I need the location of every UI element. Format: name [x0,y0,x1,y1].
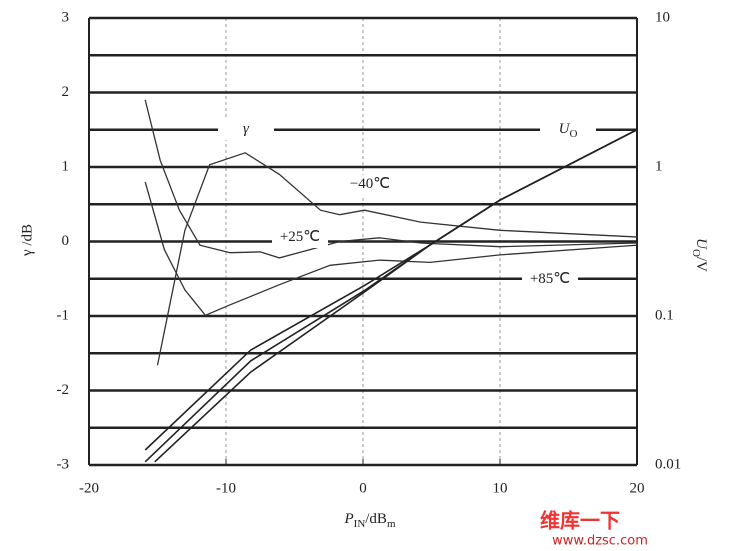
y-tick-label: 3 [62,9,70,25]
label-bg [522,270,578,290]
x-label-sub: IN [354,518,366,530]
x-tick-label: -10 [216,480,236,496]
y2-tick-label: 0.1 [655,307,674,323]
watermark-brand: 维库一下 [540,509,620,533]
series-line [144,181,638,317]
y-tick-label: -2 [57,382,70,398]
label-bg [540,120,596,140]
y-tick-label: -3 [57,456,70,472]
y2-tick-label: 1 [655,158,663,174]
y-tick-label: -1 [57,307,70,323]
y2-tick-label: 10 [655,9,670,25]
y2-label-rest: /V [693,257,709,272]
y-tick-label: 0 [62,233,70,249]
annotation: γ [243,121,250,137]
x-tick-label: 0 [359,480,367,496]
x-tick-label: 10 [493,480,508,496]
annotation-sub: O [569,128,577,140]
series-label: +85℃ [530,271,570,287]
y2-axis-label: UO/V [690,238,708,272]
annotation-text: U [559,121,571,137]
label-bg [218,120,274,140]
series-label: +25℃ [280,229,320,245]
x-label-main: P [343,511,353,527]
x-tick-label: 20 [630,480,645,496]
series-name: −40℃ [350,176,390,192]
x-tick-label: -20 [79,480,99,496]
series-name: +25℃ [280,229,320,245]
label-bg [342,175,398,195]
annotation-text: γ [243,121,250,137]
x-axis-label: PIN/dBm [343,511,395,529]
x-label-sub2: m [387,518,396,530]
annotation: UO [559,121,578,139]
y-tick-label: 2 [62,84,70,100]
x-label-rest: /dB [365,511,387,527]
series-name: +85℃ [530,271,570,287]
series-line [154,128,638,463]
y-tick-label: 1 [62,158,70,174]
series-line [156,152,638,366]
y-axis-label: γ /dB [19,224,35,257]
y2-tick-label: 0.01 [655,456,681,472]
y2-label-main: U [693,238,709,250]
watermark-url: www.dzsc.com [552,534,648,549]
series-label: −40℃ [350,176,390,192]
y2-label-sub: O [690,249,702,257]
series-line [144,99,638,259]
label-bg [272,228,328,248]
